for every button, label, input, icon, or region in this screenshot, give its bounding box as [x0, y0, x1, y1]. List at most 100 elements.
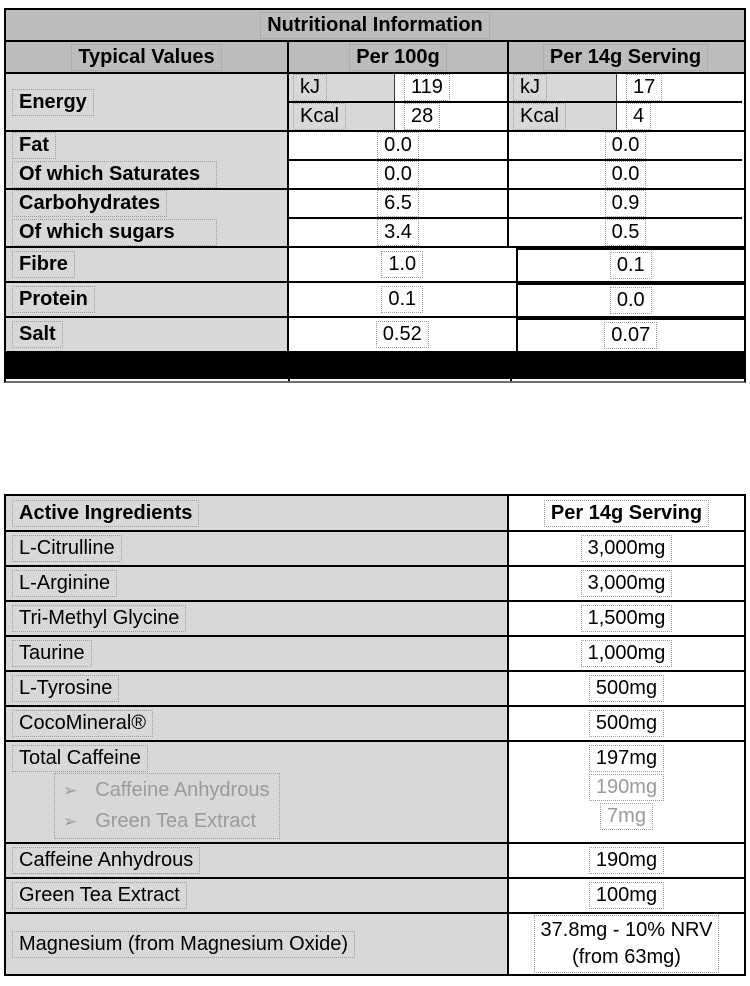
- magnesium-value-line2: (from 63mg): [572, 946, 681, 968]
- kj-unit-label: kJ: [293, 74, 327, 101]
- kcal-per-serving-value: 4: [626, 103, 652, 130]
- stub-cell: [512, 379, 744, 381]
- fibre-per-100g-value-cell: 1.0: [289, 248, 518, 281]
- subitem-label: Caffeine Anhydrous: [95, 779, 270, 801]
- salt-per-100g-value-cell: 0.52: [289, 318, 518, 351]
- ingredient-value-cell: 100mg: [509, 879, 744, 912]
- green-tea-extract-subitem: ➢ Green Tea Extract: [63, 806, 269, 837]
- fat-per-100g-value: 0.0: [377, 132, 419, 159]
- table-footer-stub-row: [6, 377, 744, 381]
- sugars-per-serving-value-cell: 0.5: [509, 217, 742, 246]
- energy-label: Energy: [12, 88, 94, 116]
- protein-per-serving-value: 0.0: [609, 287, 652, 314]
- total-caffeine-label-cell: Total Caffeine ➢ Caffeine Anhydrous ➢ Gr…: [6, 742, 509, 842]
- ingredient-label: L-Arginine: [12, 570, 118, 597]
- kcal-per-100g-value: 28: [404, 103, 441, 130]
- stub-cell: [290, 379, 512, 381]
- active-ingredients-table: Active Ingredients Per 14g Serving L-Cit…: [4, 494, 746, 976]
- carbohydrates-group-label-cell: Carbohydrates Of which sugars: [6, 190, 289, 246]
- kj-per-100g-value-cell: 119: [395, 74, 507, 101]
- nutritional-information-table: Nutritional Information Typical Values P…: [4, 8, 746, 383]
- carbohydrates-per-serving-value-cell: 0.9: [509, 190, 742, 217]
- fat-per-serving-value: 0.0: [604, 132, 647, 159]
- fibre-label: Fibre: [12, 251, 75, 278]
- fat-per-100g-value-cell: 0.0: [289, 132, 507, 159]
- magnesium-label: Magnesium (from Magnesium Oxide): [12, 930, 355, 958]
- ingredient-row-taurine: Taurine 1,000mg: [6, 635, 744, 670]
- ingredients-header-label-cell: Active Ingredients: [6, 496, 509, 530]
- protein-label: Protein: [12, 286, 95, 313]
- protein-per-100g-value-cell: 0.1: [289, 283, 518, 316]
- fat-per-serving-value-cell: 0.0: [509, 132, 742, 159]
- separator-bar: [6, 351, 744, 377]
- col-header-per-100g-cell: Per 100g: [289, 42, 509, 72]
- magnesium-value: 37.8mg - 10% NRV (from 63mg): [533, 915, 720, 973]
- energy-per-100g-cells: kJ 119 Kcal 28: [289, 74, 509, 130]
- salt-row: Salt 0.52 0.07: [6, 316, 744, 351]
- col-header-per-serving-cell: Per 14g Serving: [509, 42, 742, 72]
- stub-cell: [6, 379, 291, 381]
- ingredient-value-cell: 190mg: [509, 844, 744, 877]
- ingredient-value: 3,000mg: [580, 570, 673, 597]
- carbohydrates-label: Carbohydrates: [12, 190, 168, 217]
- fibre-per-serving-value: 0.1: [609, 252, 652, 279]
- saturates-per-serving-value: 0.0: [604, 161, 647, 188]
- carbohydrates-per-100g-value: 6.5: [377, 190, 419, 217]
- carbohydrates-group-row: Carbohydrates Of which sugars 6.5 3.4 0.…: [6, 188, 744, 246]
- carbohydrates-per-serving-cells: 0.9 0.5: [509, 190, 742, 246]
- col-header-per-100g: Per 100g: [349, 43, 447, 71]
- ingredient-value: 500mg: [588, 710, 665, 737]
- energy-kcal-per-100g-row: Kcal 28: [289, 101, 507, 130]
- ingredients-header-label: Active Ingredients: [12, 499, 200, 527]
- salt-per-100g-value: 0.52: [375, 321, 429, 348]
- ingredient-value-cell: 1,000mg: [509, 637, 744, 670]
- caffeine-anhydrous-subvalue: 190mg: [588, 774, 665, 801]
- ingredient-row-caffeine-anhydrous: Caffeine Anhydrous 190mg: [6, 842, 744, 877]
- ingredient-label: L-Citrulline: [12, 535, 122, 562]
- caffeine-anhydrous-subitem: ➢ Caffeine Anhydrous: [63, 775, 269, 806]
- ingredient-label-cell: L-Arginine: [6, 567, 509, 600]
- ingredient-row-l-citrulline: L-Citrulline 3,000mg: [6, 530, 744, 565]
- subitem-label: Green Tea Extract: [95, 810, 257, 832]
- ingredient-label: Tri-Methyl Glycine: [12, 605, 187, 632]
- ingredient-label: Taurine: [12, 640, 92, 667]
- energy-kcal-per-serving-row: Kcal 4: [509, 101, 742, 130]
- total-caffeine-label: Total Caffeine: [12, 745, 148, 772]
- ingredient-label: Green Tea Extract: [12, 882, 187, 909]
- salt-label-cell: Salt: [6, 318, 289, 351]
- kj-unit-label: kJ: [513, 74, 547, 101]
- caffeine-breakdown-block: ➢ Caffeine Anhydrous ➢ Green Tea Extract: [54, 773, 281, 839]
- energy-kj-per-serving-row: kJ 17: [509, 74, 742, 101]
- col-header-typical-values: Typical Values: [71, 43, 222, 71]
- ingredient-label-cell: L-Citrulline: [6, 532, 509, 565]
- saturates-per-100g-value-cell: 0.0: [289, 159, 507, 188]
- sugars-per-serving-value: 0.5: [604, 219, 647, 246]
- protein-label-cell: Protein: [6, 283, 289, 316]
- kcal-unit-cell: Kcal: [289, 103, 395, 130]
- ingredient-value: 3,000mg: [580, 535, 673, 562]
- ingredients-header-value: Per 14g Serving: [543, 499, 710, 527]
- ingredients-header-row: Active Ingredients Per 14g Serving: [6, 496, 744, 530]
- ingredient-value-cell: 500mg: [509, 672, 744, 705]
- ingredient-row-tri-methyl-glycine: Tri-Methyl Glycine 1,500mg: [6, 600, 744, 635]
- total-caffeine-value: 197mg: [588, 745, 665, 772]
- ingredient-value: 190mg: [588, 847, 665, 874]
- ingredient-label: L-Tyrosine: [12, 675, 120, 702]
- salt-label: Salt: [12, 321, 63, 348]
- ingredient-label-cell: Taurine: [6, 637, 509, 670]
- protein-per-100g-value: 0.1: [381, 286, 424, 313]
- arrow-bullet-icon: ➢: [63, 780, 78, 800]
- ingredient-label: Caffeine Anhydrous: [12, 847, 201, 874]
- carbohydrates-per-100g-value-cell: 6.5: [289, 190, 507, 217]
- total-caffeine-group-row: Total Caffeine ➢ Caffeine Anhydrous ➢ Gr…: [6, 740, 744, 842]
- ingredient-value: 1,000mg: [580, 640, 673, 667]
- fat-label: Fat: [12, 132, 56, 159]
- green-tea-extract-subvalue: 7mg: [600, 803, 653, 830]
- kj-per-100g-value: 119: [404, 74, 450, 101]
- ingredients-header-value-cell: Per 14g Serving: [509, 496, 744, 530]
- saturates-per-serving-value-cell: 0.0: [509, 159, 742, 188]
- fat-group-row: Fat Of which Saturates 0.0 0.0 0.0 0.0: [6, 130, 744, 188]
- sugars-label: Of which sugars: [12, 219, 217, 246]
- ingredient-value: 1,500mg: [580, 605, 673, 632]
